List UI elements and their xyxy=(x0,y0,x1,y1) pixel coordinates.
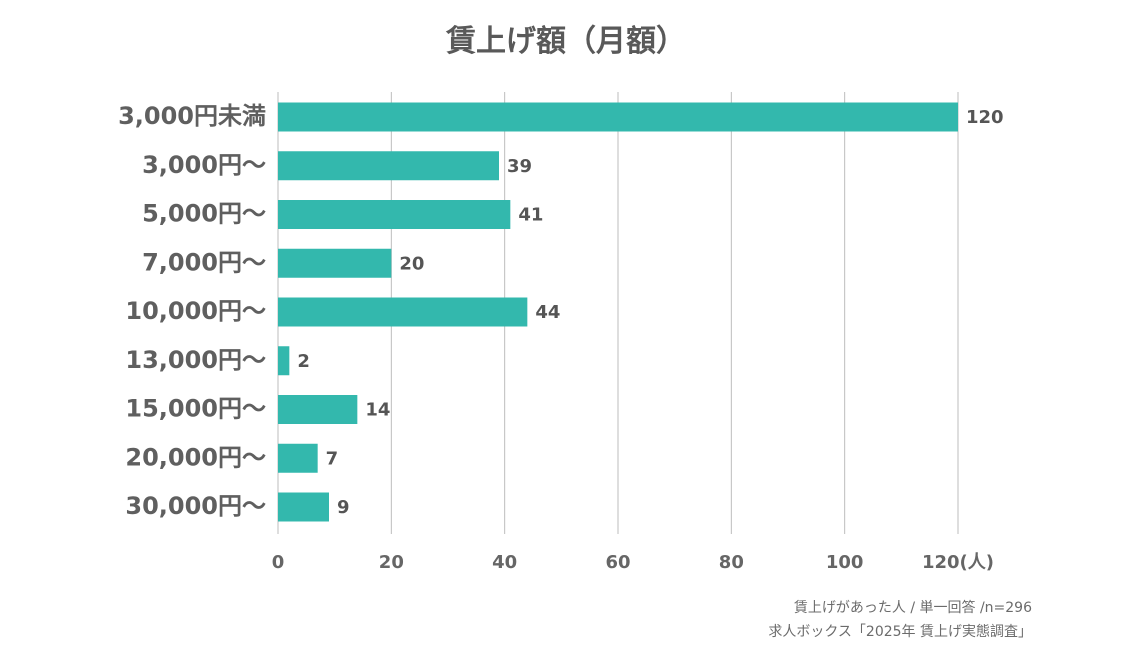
category-label: 5,000円〜 xyxy=(142,200,266,228)
value-label: 39 xyxy=(507,156,532,177)
bar xyxy=(278,102,958,132)
value-label: 44 xyxy=(535,302,560,323)
x-tick-label: 100 xyxy=(826,552,864,573)
bar xyxy=(278,200,511,229)
category-label: 13,000円〜 xyxy=(125,346,266,374)
x-tick-label: 0 xyxy=(272,552,285,573)
sample-note: 賃上げがあった人 / 単一回答 /n=296 xyxy=(793,600,1032,616)
category-label: 20,000円〜 xyxy=(125,443,266,471)
value-label: 14 xyxy=(365,400,390,421)
category-label: 7,000円〜 xyxy=(142,248,266,276)
value-label: 120 xyxy=(966,107,1004,128)
category-label: 3,000円未満 xyxy=(118,102,266,130)
value-label: 41 xyxy=(518,205,543,226)
value-label: 2 xyxy=(297,351,310,372)
bar xyxy=(278,492,329,522)
category-label: 30,000円〜 xyxy=(125,492,266,520)
x-tick-label: 40 xyxy=(492,552,517,573)
value-label: 7 xyxy=(326,448,339,469)
bar xyxy=(278,248,392,278)
bar xyxy=(278,346,290,376)
chart-title: 賃上げ額（月額） xyxy=(446,24,686,59)
x-tick-label: 20 xyxy=(379,552,404,573)
bar xyxy=(278,443,318,473)
category-label: 10,000円〜 xyxy=(125,297,266,325)
bar xyxy=(278,297,528,327)
source-note: 求人ボックス「2025年 賃上げ実態調査」 xyxy=(768,624,1032,640)
bar xyxy=(278,395,358,424)
bar xyxy=(278,151,499,181)
value-label: 20 xyxy=(399,253,424,274)
labels: 0 20 40 60 80 100 120(人) 3,000円未満 120 3,000円〜 39 5,… xyxy=(118,102,1004,573)
x-tick-label: 60 xyxy=(605,552,630,573)
x-tick-label: 120(人) xyxy=(922,552,994,573)
value-label: 9 xyxy=(337,497,350,518)
x-tick-label: 80 xyxy=(719,552,744,573)
category-label: 15,000円〜 xyxy=(125,395,266,423)
category-label: 3,000円〜 xyxy=(142,151,266,179)
bars xyxy=(278,102,958,522)
